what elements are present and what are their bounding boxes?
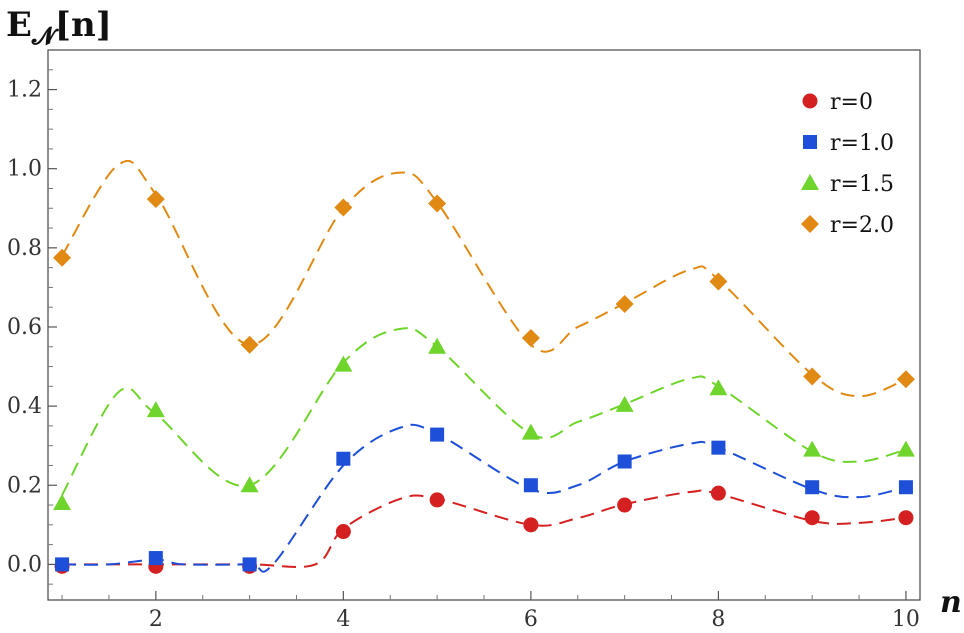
data-point-1-1: [148, 551, 163, 566]
data-point-3-2: [240, 335, 259, 354]
data-point-0-4: [429, 492, 445, 508]
data-point-1-3: [336, 451, 351, 466]
data-point-3-9: [896, 370, 915, 389]
data-point-0-7: [710, 485, 726, 501]
data-point-2-8: [803, 440, 822, 457]
x-tick-label: 10: [892, 607, 920, 632]
x-tick-label: 2: [149, 607, 163, 632]
data-point-1-8: [805, 480, 820, 495]
data-point-2-0: [53, 494, 72, 511]
legend-label-3: r=2.0: [830, 213, 894, 238]
data-point-3-4: [428, 194, 447, 213]
legend-marker-3: [801, 215, 819, 233]
x-axis: 2 4 6 8 10: [61, 591, 920, 632]
y-axis-label: E𝓝[n]: [6, 5, 112, 50]
data-point-3-6: [615, 295, 634, 314]
legend-label-2: r=1.5: [830, 172, 894, 197]
y-axis-label-arg: [n]: [55, 5, 112, 45]
series-curves: [61, 159, 907, 573]
y-axis-label-main: E: [6, 5, 32, 45]
legend-label-0: r=0: [830, 90, 873, 115]
data-point-2-6: [615, 395, 634, 412]
data-point-1-7: [711, 440, 726, 455]
data-point-2-3: [334, 355, 353, 372]
legend-marker-0: [802, 93, 818, 109]
y-axis: 0.0 0.2 0.4 0.6 0.8 1.0 1.2: [7, 69, 57, 585]
y-tick-label: 1.2: [7, 78, 42, 103]
data-point-1-9: [898, 480, 913, 495]
data-point-3-3: [334, 198, 353, 217]
data-point-0-6: [617, 497, 633, 513]
data-point-3-0: [53, 248, 72, 267]
legend-label-1: r=1.0: [830, 131, 894, 156]
series-curve-2: [61, 327, 907, 496]
data-point-1-0: [55, 557, 70, 572]
x-tick-label: 6: [524, 607, 538, 632]
data-point-2-5: [521, 423, 540, 440]
data-point-2-4: [428, 337, 447, 354]
series-curve-1: [62, 423, 907, 573]
data-point-0-9: [898, 510, 914, 526]
y-tick-label: 0.2: [7, 473, 42, 498]
x-tick-label: 4: [336, 607, 350, 632]
legend: r=0 r=1.0 r=1.5 r=2.0: [801, 90, 894, 238]
data-point-1-4: [430, 427, 445, 442]
y-tick-label: 0.0: [7, 552, 42, 577]
series-curve-3: [61, 159, 907, 398]
data-point-2-2: [240, 476, 259, 493]
data-point-0-8: [804, 510, 820, 526]
y-tick-label: 0.8: [7, 236, 42, 261]
data-point-3-5: [521, 329, 540, 348]
y-tick-label: 0.4: [7, 394, 42, 419]
data-point-3-8: [803, 367, 822, 386]
data-point-3-1: [146, 190, 165, 209]
x-tick-label: 8: [711, 607, 725, 632]
data-point-2-9: [896, 440, 915, 457]
plot-frame: [47, 49, 921, 601]
data-point-1-5: [523, 478, 538, 493]
data-point-2-1: [146, 401, 165, 418]
data-point-1-6: [617, 454, 632, 469]
legend-marker-1: [803, 135, 817, 149]
data-point-0-5: [523, 517, 539, 533]
y-tick-label: 0.6: [7, 315, 42, 340]
data-point-3-7: [709, 272, 728, 291]
data-point-1-2: [242, 557, 257, 572]
x-axis-label: n: [940, 585, 962, 620]
series-curve-0: [62, 489, 907, 569]
legend-marker-2: [801, 174, 819, 190]
series-markers: [53, 190, 915, 574]
data-point-2-7: [709, 379, 728, 396]
y-tick-label: 1.0: [7, 157, 42, 182]
data-point-0-3: [335, 524, 351, 540]
